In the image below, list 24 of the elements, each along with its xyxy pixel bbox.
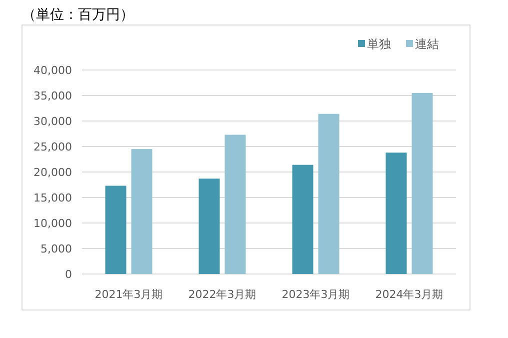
legend-label: 単独 (367, 37, 391, 51)
legend-label: 連結 (415, 37, 439, 51)
y-tick-label: 25,000 (34, 140, 72, 154)
bar (292, 164, 314, 274)
bar (198, 178, 220, 274)
y-tick-label: 15,000 (34, 192, 72, 204)
x-tick-label: 2022年3月期 (188, 288, 256, 301)
y-tick-label: 10,000 (34, 217, 72, 230)
y-tick-label: 30,000 (34, 115, 72, 128)
bar (386, 152, 407, 274)
bar (131, 149, 152, 274)
y-tick-label: 40,000 (34, 64, 72, 77)
bar (412, 92, 433, 274)
bar (318, 114, 340, 274)
bar (105, 186, 126, 274)
x-tick-label: 2024年3月期 (375, 288, 444, 301)
x-tick-label: 2021年3月期 (94, 288, 163, 301)
x-tick-label: 2023年3月期 (282, 288, 350, 301)
y-tick-label: 0 (65, 268, 72, 281)
y-tick-label: 20,000 (34, 166, 72, 179)
chart-title: （単位：百万円） (22, 7, 134, 23)
bar (224, 134, 246, 274)
y-tick-label: 35,000 (34, 90, 72, 102)
y-tick-label: 5,000 (40, 242, 72, 256)
